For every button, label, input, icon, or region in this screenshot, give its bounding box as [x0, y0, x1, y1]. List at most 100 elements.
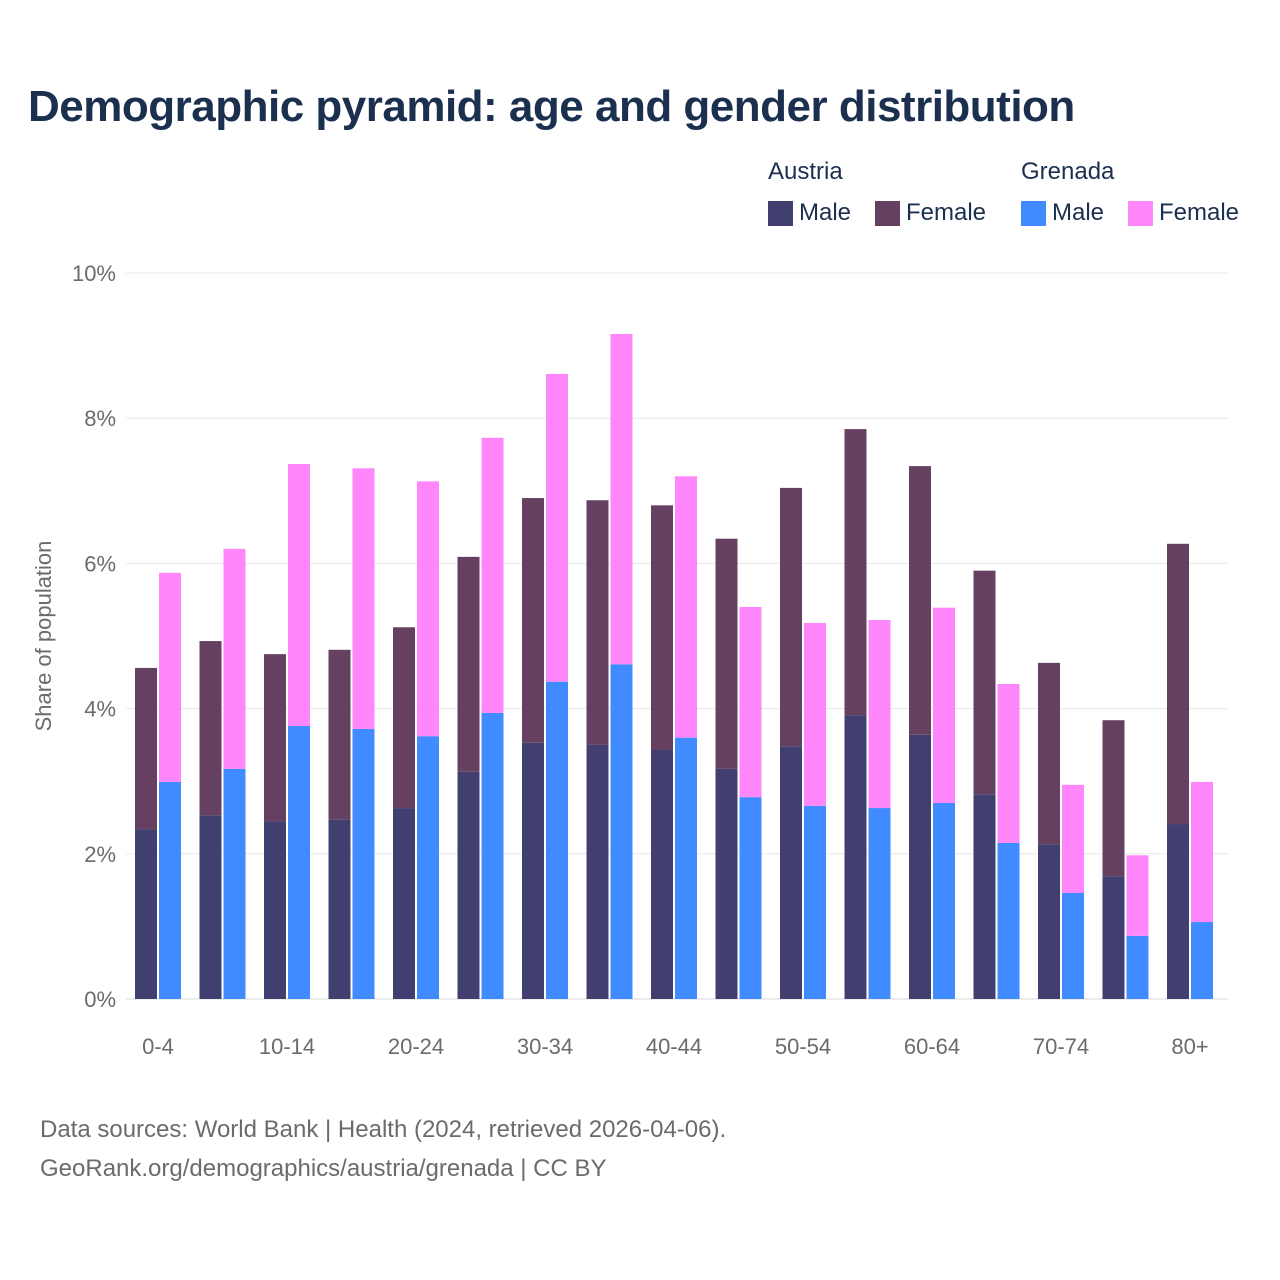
- bar-grenada-female: [739, 606, 762, 798]
- legend-group-austria: Austria: [768, 158, 843, 185]
- y-tick-label: 0%: [84, 987, 116, 1012]
- bar-grenada-male: [481, 712, 504, 999]
- x-tick-label: 20-24: [388, 1034, 444, 1059]
- x-tick-label: 0-4: [142, 1034, 174, 1059]
- footer-source: Data sources: World Bank | Health (2024,…: [40, 1116, 727, 1143]
- bar-grenada-female: [223, 548, 246, 769]
- bar-grenada-female: [481, 437, 504, 713]
- legend-swatch: [875, 200, 900, 226]
- x-tick-label: 50-54: [775, 1034, 831, 1059]
- bar-grenada-female: [1126, 855, 1149, 936]
- legend-label: Male: [1052, 199, 1105, 226]
- bar-grenada-female: [1191, 781, 1213, 923]
- bar-austria-male: [780, 746, 802, 999]
- bar-grenada-female: [997, 683, 1020, 843]
- legend-label: Female: [906, 199, 987, 226]
- bar-grenada-male: [610, 664, 633, 999]
- bar-austria-male: [1038, 844, 1060, 999]
- bar-austria-male: [1102, 876, 1125, 999]
- x-tick-label: 60-64: [904, 1034, 960, 1059]
- bar-austria-male: [844, 715, 867, 999]
- bar-austria-male: [199, 815, 222, 999]
- bar-austria-male: [328, 819, 351, 999]
- bar-austria-male: [1167, 824, 1189, 999]
- bar-grenada-female: [675, 476, 697, 738]
- y-tick-label: 2%: [84, 842, 116, 867]
- bar-grenada-male: [159, 781, 181, 999]
- bar-austria-male: [393, 808, 415, 999]
- legend-swatch: [1128, 200, 1153, 226]
- y-tick-label: 6%: [84, 551, 116, 576]
- bar-austria-female: [199, 641, 222, 816]
- bar-grenada-male: [1062, 893, 1084, 999]
- bar-grenada-male: [417, 736, 439, 999]
- bar-austria-female: [780, 487, 802, 747]
- y-axis-label: Share of population: [31, 541, 56, 732]
- bar-grenada-female: [868, 620, 891, 809]
- bar-austria-female: [909, 466, 931, 735]
- bar-grenada-male: [546, 681, 568, 999]
- bar-grenada-male: [1126, 935, 1149, 999]
- bar-austria-female: [328, 649, 351, 820]
- x-tick-label: 80+: [1171, 1034, 1208, 1059]
- y-tick-label: 10%: [72, 261, 116, 286]
- bar-austria-female: [1038, 662, 1060, 845]
- legend-austria-male[interactable]: Male: [768, 199, 851, 227]
- bar-austria-male: [522, 742, 544, 999]
- bar-austria-female: [1167, 543, 1189, 825]
- footer-link[interactable]: GeoRank.org/demographics/austria/grenada…: [40, 1155, 607, 1182]
- y-tick-label: 4%: [84, 697, 116, 722]
- legend-austria-female[interactable]: Female: [875, 199, 986, 227]
- bar-austria-female: [135, 667, 157, 830]
- bar-grenada-male: [933, 802, 955, 999]
- chart-title: Demographic pyramid: age and gender dist…: [28, 82, 1075, 131]
- bar-grenada-female: [1062, 784, 1084, 894]
- bar-austria-female: [264, 654, 286, 822]
- legend-label: Male: [799, 199, 852, 226]
- bar-austria-female: [651, 505, 673, 750]
- bar-grenada-female: [546, 373, 568, 682]
- legend-swatch: [1021, 200, 1046, 226]
- bar-austria-female: [393, 627, 415, 809]
- bar-austria-male: [457, 771, 480, 999]
- bar-austria-female: [1102, 720, 1125, 877]
- bar-austria-female: [586, 500, 609, 745]
- legend-label: Female: [1159, 199, 1240, 226]
- y-tick-label: 8%: [84, 406, 116, 431]
- bar-austria-male: [909, 734, 931, 999]
- bar-grenada-male: [739, 797, 762, 999]
- legend-grenada-female[interactable]: Female: [1128, 199, 1239, 227]
- x-tick-label: 30-34: [517, 1034, 573, 1059]
- x-tick-label: 70-74: [1033, 1034, 1089, 1059]
- bar-austria-male: [973, 794, 996, 999]
- bar-grenada-male: [868, 808, 891, 999]
- bar-grenada-male: [997, 842, 1020, 999]
- x-tick-label: 40-44: [646, 1034, 702, 1059]
- bar-grenada-female: [288, 463, 310, 727]
- bar-austria-male: [135, 829, 157, 999]
- bar-austria-female: [457, 556, 480, 772]
- bar-austria-male: [651, 749, 673, 999]
- bar-grenada-female: [159, 572, 181, 782]
- bar-grenada-female: [933, 607, 955, 803]
- x-tick-label: 10-14: [259, 1034, 315, 1059]
- bar-grenada-female: [804, 622, 826, 806]
- bar-grenada-female: [417, 481, 439, 737]
- bar-grenada-male: [352, 728, 375, 999]
- bar-grenada-male: [675, 737, 697, 999]
- bar-austria-female: [973, 570, 996, 795]
- bar-grenada-female: [610, 333, 633, 665]
- bar-grenada-female: [352, 468, 375, 729]
- bar-grenada-male: [223, 768, 246, 999]
- bar-austria-female: [715, 538, 738, 769]
- legend-group-grenada: Grenada: [1021, 158, 1115, 185]
- bar-austria-male: [586, 744, 609, 999]
- legend-grenada-male[interactable]: Male: [1021, 199, 1104, 227]
- bar-grenada-male: [288, 726, 310, 999]
- bar-grenada-male: [1191, 922, 1213, 999]
- legend-swatch: [768, 200, 793, 226]
- bar-grenada-male: [804, 805, 826, 999]
- bar-austria-female: [522, 498, 544, 743]
- bar-austria-male: [264, 821, 286, 999]
